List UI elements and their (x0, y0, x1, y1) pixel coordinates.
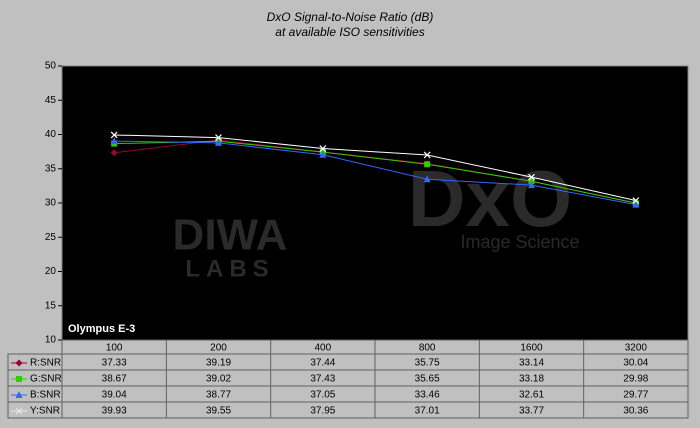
marker (110, 149, 118, 157)
x-tick-label: 1600 (520, 343, 543, 354)
series-line (114, 140, 636, 204)
x-tick-label: 400 (314, 343, 331, 354)
annotation: Olympus E-3 (68, 323, 135, 335)
table-value: 39.02 (206, 374, 231, 385)
table-value: 29.98 (623, 374, 648, 385)
legend-label: B:SNR (30, 390, 61, 401)
watermark: LABS (185, 255, 274, 282)
marker (424, 161, 431, 168)
series-line (114, 134, 636, 202)
table-value: 37.95 (310, 406, 335, 417)
marker (528, 181, 535, 189)
x-tick-label: 100 (106, 343, 123, 354)
x-tick-label: 200 (210, 343, 227, 354)
marker (15, 359, 23, 367)
table-value: 37.33 (102, 358, 127, 369)
y-tick-label: 20 (45, 266, 57, 277)
table-value: 39.93 (102, 406, 127, 417)
series-line (114, 140, 636, 206)
marker (215, 138, 222, 146)
table-value: 32.61 (519, 390, 544, 401)
table-value: 38.77 (206, 390, 231, 401)
table-value: 39.04 (102, 390, 127, 401)
watermark: Image Science (460, 232, 579, 252)
table-value: 33.46 (415, 390, 440, 401)
table-value: 35.65 (415, 374, 440, 385)
marker (319, 145, 327, 152)
legend-label: Y:SNR (30, 406, 60, 417)
table-value: 33.14 (519, 358, 544, 369)
marker (15, 391, 23, 398)
legend-label: R:SNR (30, 358, 61, 369)
marker (632, 197, 640, 204)
y-tick-label: 40 (45, 129, 57, 140)
table-value: 38.67 (102, 374, 127, 385)
watermark: DxO (408, 154, 573, 243)
table-value: 33.18 (519, 374, 544, 385)
table-value: 39.55 (206, 406, 231, 417)
marker (16, 376, 22, 382)
marker (319, 150, 327, 158)
table-value: 30.04 (623, 358, 648, 369)
y-tick-label: 25 (45, 232, 57, 243)
y-tick-label: 10 (45, 335, 57, 346)
y-tick-label: 35 (45, 163, 57, 174)
chart-title: DxO Signal-to-Noise Ratio (dB) (267, 10, 434, 24)
marker (632, 200, 640, 208)
marker (110, 137, 118, 145)
y-tick-label: 45 (45, 95, 57, 106)
table-value: 37.43 (310, 374, 335, 385)
table-value: 37.01 (415, 406, 440, 417)
table-value: 37.05 (310, 390, 335, 401)
table-value: 30.36 (623, 406, 648, 417)
table-value: 39.19 (206, 358, 231, 369)
y-tick-label: 15 (45, 300, 57, 311)
y-tick-label: 50 (45, 61, 57, 72)
x-tick-label: 3200 (625, 343, 648, 354)
marker (423, 175, 431, 183)
watermark: DIWA (173, 211, 288, 260)
marker (15, 407, 23, 415)
marker (215, 134, 222, 142)
table-value: 35.75 (415, 358, 440, 369)
chart-subtitle: at available ISO sensitivities (275, 25, 424, 39)
plot-area (61, 65, 689, 341)
table-value: 33.77 (519, 406, 544, 417)
marker (423, 151, 431, 159)
marker (528, 173, 535, 181)
table-value: 37.44 (310, 358, 335, 369)
x-tick-label: 800 (419, 343, 436, 354)
marker (110, 131, 118, 139)
y-tick-label: 30 (45, 198, 57, 209)
legend-label: G:SNR (30, 374, 62, 385)
table-value: 29.77 (623, 390, 648, 401)
